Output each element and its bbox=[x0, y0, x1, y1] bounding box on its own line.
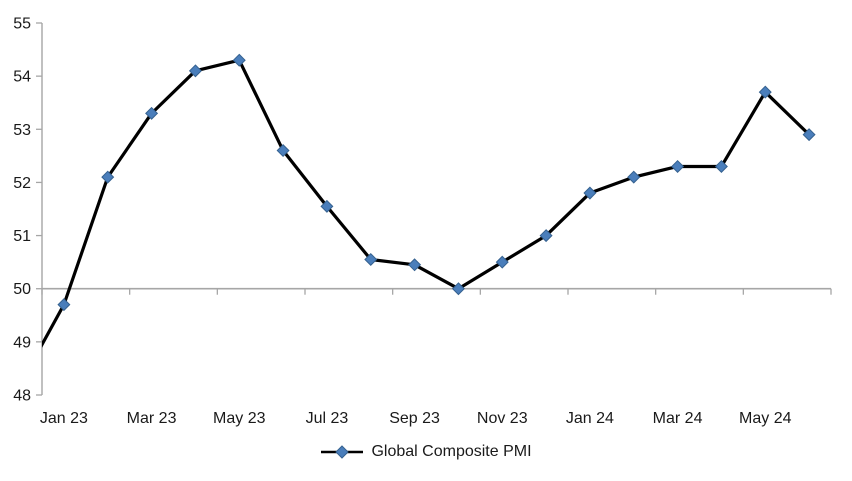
data-point-marker bbox=[802, 128, 816, 142]
x-tick-label: Mar 23 bbox=[127, 410, 177, 427]
x-tick-label: Nov 23 bbox=[477, 410, 528, 427]
data-point-marker bbox=[188, 64, 202, 78]
data-point-marker bbox=[276, 144, 290, 158]
y-tick-label: 49 bbox=[13, 334, 31, 351]
data-point-marker bbox=[451, 282, 465, 296]
data-point-marker bbox=[320, 199, 334, 213]
y-tick-label: 51 bbox=[13, 228, 31, 245]
chart-canvas: 48 49 50 51 52 53 54 55 Jan 23 Mar 23 May 23 Jul 23… bbox=[13, 16, 832, 427]
x-tick-label: May 24 bbox=[739, 410, 792, 427]
data-point-marker bbox=[364, 252, 378, 266]
legend-line-marker-icon bbox=[321, 445, 364, 459]
data-point-marker bbox=[671, 159, 685, 173]
series-line bbox=[42, 58, 811, 348]
data-point-marker bbox=[583, 186, 597, 200]
data-point-marker bbox=[145, 106, 159, 120]
x-tick-label: Jul 23 bbox=[306, 410, 349, 427]
data-point-marker bbox=[495, 255, 509, 269]
data-point-marker bbox=[539, 229, 553, 243]
x-tick-label: May 23 bbox=[213, 410, 266, 427]
x-tick-label: Jan 24 bbox=[566, 410, 614, 427]
y-tick-label: 54 bbox=[13, 69, 31, 86]
x-tick-label: Sep 23 bbox=[389, 410, 440, 427]
y-tick-label: 55 bbox=[13, 16, 31, 33]
x-tick-label: Mar 24 bbox=[653, 410, 703, 427]
data-point-marker bbox=[57, 298, 71, 312]
data-point-marker bbox=[101, 170, 115, 184]
data-point-marker bbox=[627, 170, 641, 184]
y-tick-label: 48 bbox=[13, 388, 31, 405]
data-point-marker bbox=[714, 159, 728, 173]
y-tick-label: 52 bbox=[13, 175, 31, 192]
data-point-marker bbox=[758, 85, 772, 99]
y-tick-label: 53 bbox=[13, 122, 31, 139]
chart-legend: Global Composite PMI bbox=[0, 441, 852, 463]
y-tick-label: 50 bbox=[13, 281, 31, 298]
legend-label: Global Composite PMI bbox=[371, 443, 532, 460]
legend-diamond-icon bbox=[335, 445, 350, 459]
data-point-marker bbox=[408, 258, 422, 272]
data-point-marker bbox=[232, 53, 246, 67]
x-tick-label: Jan 23 bbox=[40, 410, 88, 427]
series-global-composite-pmi bbox=[42, 53, 816, 348]
